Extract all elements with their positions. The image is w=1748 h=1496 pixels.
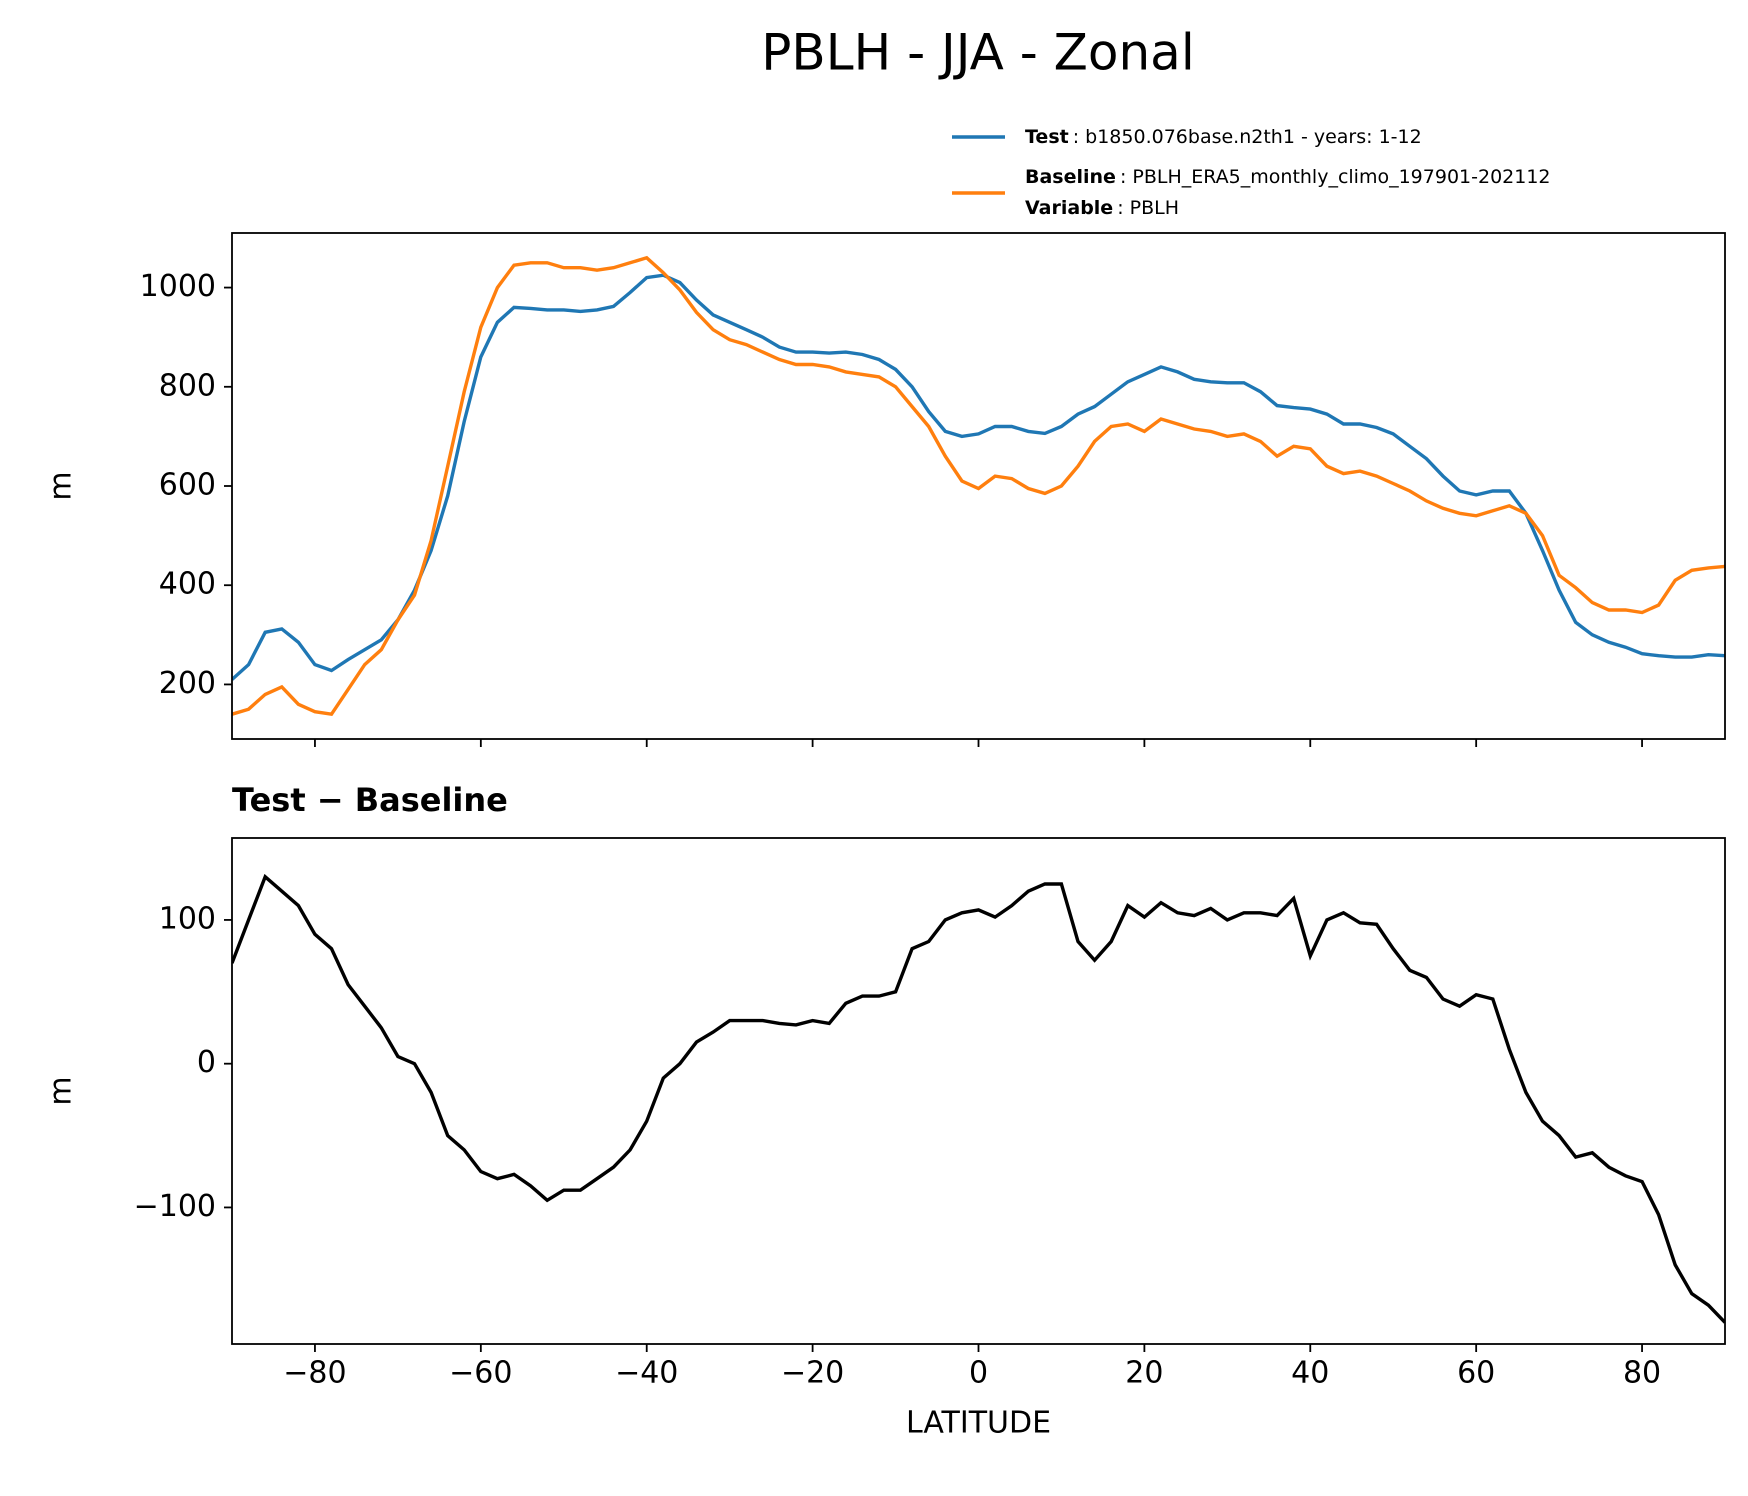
legend-label: : b1850.076base.n2th1 - years: 1-12: [1073, 126, 1422, 148]
x-axis-label: LATITUDE: [906, 1406, 1051, 1441]
x-tick-label: −80: [283, 1356, 346, 1391]
x-tick-label: 40: [1291, 1356, 1329, 1391]
legend-name: Baseline: [1025, 166, 1116, 188]
axes-frame: [231, 232, 1726, 740]
y-tick-label: −100: [134, 1189, 216, 1224]
y-tick-label: 800: [159, 368, 216, 403]
x-tick-label: 60: [1457, 1356, 1495, 1391]
axes-frame: [231, 837, 1726, 1345]
y-tick-label: 100: [159, 901, 216, 936]
legend-name: Test: [1025, 126, 1069, 148]
x-tick-label: −20: [781, 1356, 844, 1391]
y-axis-label: m: [44, 1076, 79, 1105]
legend-entry: Baseline: PBLH_ERA5_monthly_climo_197901…: [1025, 166, 1551, 188]
legend-label: : PBLH_ERA5_monthly_climo_197901-202112: [1120, 166, 1551, 188]
series-line: [232, 873, 1725, 1324]
x-tick-label: 80: [1623, 1356, 1661, 1391]
legend-note: Variable: PBLH: [1025, 197, 1179, 219]
y-tick-label: 400: [159, 567, 216, 602]
x-tick-label: 0: [969, 1356, 988, 1391]
legend-note-name: Variable: [1025, 197, 1113, 219]
x-tick-label: −40: [615, 1356, 678, 1391]
y-tick-label: 1000: [140, 269, 216, 304]
y-tick-label: 200: [159, 666, 216, 701]
y-tick-label: 600: [159, 468, 216, 503]
x-tick-label: −60: [449, 1356, 512, 1391]
y-tick-label: 0: [197, 1045, 216, 1080]
y-axis-label: m: [44, 471, 79, 500]
legend-note-label: : PBLH: [1117, 197, 1179, 219]
legend-entry: Test: b1850.076base.n2th1 - years: 1-12: [1025, 126, 1422, 148]
series-line: [232, 255, 1725, 717]
x-tick-label: 20: [1125, 1356, 1163, 1391]
series-line: [232, 273, 1725, 681]
figure-title: PBLH - JJA - Zonal: [761, 24, 1194, 82]
subplot-title: Test − Baseline: [232, 781, 508, 819]
